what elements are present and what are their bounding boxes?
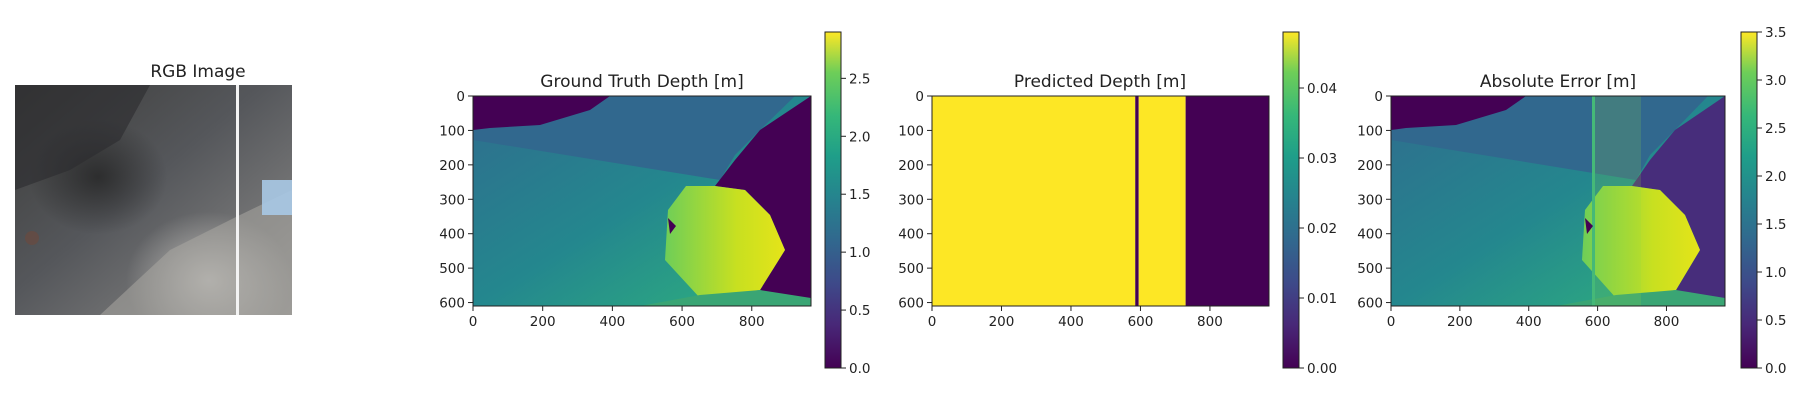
- panel-predicted: Predicted Depth [m] 0 200 400 600 800 0 100 20…: [898, 31, 1337, 377]
- y-tick-label: 300: [1357, 192, 1383, 208]
- colorbar-tick-label: 3.0: [1765, 73, 1786, 89]
- y-tick-label: 100: [439, 123, 465, 139]
- heatmap-predicted: [932, 96, 1269, 306]
- x-tick-label: 400: [599, 314, 625, 330]
- colorbar-tick-label: 3.5: [1765, 25, 1786, 41]
- colorbar-tick-label: 1.5: [849, 187, 870, 203]
- yaxis-ground-truth: 0 100 200 300 400 500 600: [439, 89, 473, 312]
- x-tick-label: 600: [1128, 314, 1154, 330]
- xaxis-predicted: 0 200 400 600 800: [928, 306, 1223, 330]
- y-tick-label: 300: [439, 192, 465, 208]
- x-tick-label: 600: [669, 314, 695, 330]
- panel-ground-truth: Ground Truth Depth [m] 0 200 400 600 800 0 10…: [439, 31, 870, 377]
- y-tick-label: 0: [456, 89, 465, 105]
- heatmap-region-0: [932, 96, 1136, 306]
- heatmap-region-1: [1135, 96, 1139, 306]
- colorbar-tick-label: 0.04: [1307, 81, 1337, 97]
- y-tick-label: 200: [1357, 158, 1383, 174]
- x-tick-label: 0: [1387, 314, 1396, 330]
- x-tick-label: 0: [469, 314, 478, 330]
- x-tick-label: 400: [1058, 314, 1084, 330]
- y-tick-label: 100: [1357, 123, 1383, 139]
- xaxis-ground-truth: 0 200 400 600 800: [469, 306, 765, 330]
- yaxis-predicted: 0 100 200 300 400 500 600: [898, 89, 932, 312]
- heatmap-absolute-error: [1391, 96, 1725, 306]
- x-tick-label: 200: [1447, 314, 1473, 330]
- colorbar-tick-label: 2.0: [1765, 169, 1786, 185]
- title-absolute-error: Absolute Error [m]: [1480, 72, 1636, 92]
- y-tick-label: 400: [439, 227, 465, 243]
- y-tick-label: 500: [439, 261, 465, 277]
- y-tick-label: 400: [1357, 227, 1383, 243]
- y-tick-label: 500: [898, 261, 924, 277]
- colorbar-tick-label: 0.00: [1307, 361, 1337, 377]
- x-tick-label: 800: [739, 314, 765, 330]
- y-tick-label: 200: [898, 158, 924, 174]
- x-tick-label: 400: [1516, 314, 1542, 330]
- panel-rgb: RGB Image: [15, 62, 292, 315]
- colorbar-tick-label: 2.0: [849, 129, 870, 145]
- colorbar-tick-label: 1.5: [1765, 217, 1786, 233]
- heatmap-ground-truth: [473, 96, 811, 306]
- colorbar-ticks-ground-truth: 0.0 0.5 1.0 1.5 2.0 2.5: [841, 71, 870, 377]
- colorbar-absolute-error: 0.0 0.5 1.0 1.5 2.0 2.5 3.0 3.5: [1740, 25, 1786, 377]
- y-tick-label: 500: [1357, 261, 1383, 277]
- x-tick-label: 0: [928, 314, 937, 330]
- x-tick-label: 200: [989, 314, 1015, 330]
- colorbar-ticks-predicted: 0.00 0.01 0.02 0.03 0.04: [1299, 81, 1337, 377]
- colorbar-ticks-absolute-error: 0.0 0.5 1.0 1.5 2.0 2.5 3.0 3.5: [1757, 25, 1786, 377]
- axes-predicted: [931, 95, 1270, 307]
- title-predicted: Predicted Depth [m]: [1014, 72, 1186, 92]
- x-tick-label: 800: [1654, 314, 1680, 330]
- colorbar-tick-label: 2.5: [1765, 121, 1786, 137]
- title-ground-truth: Ground Truth Depth [m]: [540, 72, 743, 92]
- y-tick-label: 600: [898, 296, 924, 312]
- x-tick-label: 600: [1585, 314, 1611, 330]
- heatmap-region-2: [1138, 96, 1186, 306]
- heatmap-region-3: [1185, 96, 1269, 306]
- colorbar-tick-label: 0.5: [849, 303, 870, 319]
- colorbar-ground-truth: 0.0 0.5 1.0 1.5 2.0 2.5: [824, 31, 870, 377]
- y-tick-label: 600: [439, 296, 465, 312]
- colorbar-tick-label: 0.03: [1307, 151, 1337, 167]
- colorbar-predicted: 0.00 0.01 0.02 0.03 0.04: [1282, 31, 1337, 377]
- y-tick-label: 400: [898, 227, 924, 243]
- axes-ground-truth: [472, 95, 812, 307]
- colorbar-tick-label: 0.0: [849, 361, 870, 377]
- y-tick-label: 200: [439, 158, 465, 174]
- colorbar-tick-label: 2.5: [849, 71, 870, 87]
- colorbar-tick-label: 1.0: [849, 245, 870, 261]
- rgb-image: [15, 85, 292, 315]
- y-tick-label: 600: [1357, 296, 1383, 312]
- y-tick-label: 100: [898, 123, 924, 139]
- colorbar-tick-label: 1.0: [1765, 265, 1786, 281]
- xaxis-absolute-error: 0 200 400 600 800: [1387, 306, 1680, 330]
- panel-absolute-error: Absolute Error [m] 0 200 400 600 800 0 100 200…: [1357, 25, 1786, 377]
- colorbar-tick-label: 0.01: [1307, 291, 1337, 307]
- colorbar-tick-label: 0.5: [1765, 313, 1786, 329]
- axes-absolute-error: [1390, 95, 1726, 307]
- y-tick-label: 0: [1374, 89, 1383, 105]
- colorbar-tick-label: 0.02: [1307, 221, 1337, 237]
- title-rgb: RGB Image: [150, 62, 245, 82]
- yaxis-absolute-error: 0 100 200 300 400 500 600: [1357, 89, 1391, 312]
- x-tick-label: 800: [1197, 314, 1223, 330]
- y-tick-label: 300: [898, 192, 924, 208]
- colorbar-tick-label: 0.0: [1765, 361, 1786, 377]
- y-tick-label: 0: [915, 89, 924, 105]
- x-tick-label: 200: [530, 314, 556, 330]
